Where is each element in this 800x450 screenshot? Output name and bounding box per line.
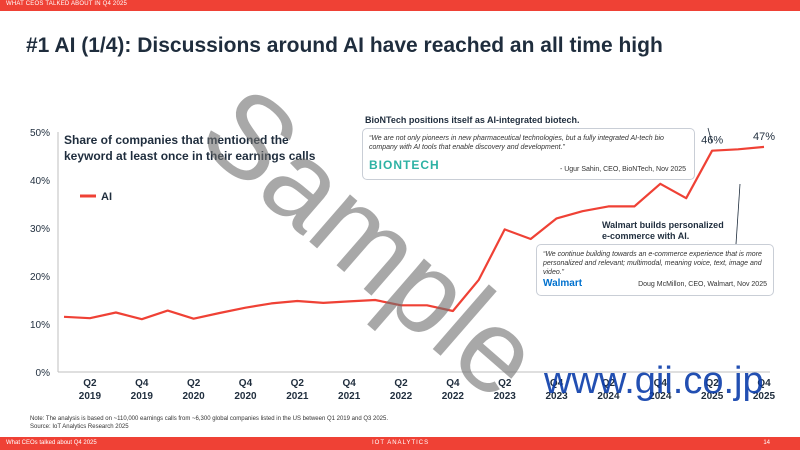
data-label: 46% <box>701 135 723 147</box>
callout-attribution-walmart: Doug McMillon, CEO, Walmart, Nov 2025 <box>638 281 767 288</box>
y-tick-label: 10% <box>30 320 50 331</box>
x-tick-label: 2023 <box>494 391 517 402</box>
y-tick-label: 50% <box>30 128 50 139</box>
x-tick-label: 2024 <box>649 391 672 402</box>
page-title: #1 AI (1/4): Discussions around AI have … <box>26 34 663 57</box>
callout-leader-walmart <box>735 183 741 245</box>
callout-box-biontech: “We are not only pioneers in new pharmac… <box>362 128 695 180</box>
legend-label-ai: AI <box>101 191 112 203</box>
x-tick-label: Q2 <box>498 378 512 389</box>
x-tick-label: Q4 <box>446 378 460 389</box>
footer-brand: IOT ANALYTICS <box>372 440 430 446</box>
x-tick-label: Q2 <box>705 378 719 389</box>
callout-leader-biontech <box>707 127 713 144</box>
x-tick-label: Q4 <box>550 378 564 389</box>
x-tick-label: 2023 <box>545 391 568 402</box>
x-tick-label: Q4 <box>135 378 149 389</box>
x-tick-label: Q4 <box>239 378 253 389</box>
banner-text: WHAT CEOS TALKED ABOUT IN Q4 2025 <box>6 1 128 7</box>
callout-title-walmart-line-1: Walmart builds personalized <box>602 220 724 230</box>
x-tick-label: 2020 <box>183 391 206 402</box>
x-tick-label: Q2 <box>187 378 201 389</box>
x-tick-label: Q2 <box>291 378 305 389</box>
y-tick-label: 40% <box>30 176 50 187</box>
x-tick-label: 2019 <box>79 391 102 402</box>
data-label: 47% <box>753 131 775 143</box>
x-tick-label: 2020 <box>234 391 257 402</box>
top-banner: WHAT CEOS TALKED ABOUT IN Q4 2025 <box>0 0 800 11</box>
y-tick-label: 30% <box>30 224 50 235</box>
x-axis: Q2 2019 Q4 2019 Q2 2020 Q4 2020 Q2 2021 Q4 2021 Q2 20… <box>58 371 776 402</box>
callout-title-biontech: BioNTech positions itself as AI-integrat… <box>365 115 580 125</box>
x-tick-label: 2021 <box>286 391 309 402</box>
series-ai <box>63 145 765 321</box>
callout-title-walmart: Walmart builds personalized e-commerce w… <box>602 220 724 242</box>
callout-title-walmart-line-2: e-commerce with AI. <box>602 231 690 241</box>
x-tick-label: 2022 <box>390 391 413 402</box>
callout-attribution-biontech: - Ugur Sahin, CEO, BioNTech, Nov 2025 <box>559 166 686 173</box>
callout-quote-biontech: “We are not only pioneers in new pharmac… <box>369 135 664 151</box>
callout-box-walmart: “We continue building towards an e-comme… <box>536 244 774 296</box>
footnote-source: Source: IoT Analytics Research 2025 <box>30 424 129 430</box>
footnote: Note: The analysis is based on ~110,000 … <box>30 415 388 431</box>
x-tick-label: 2022 <box>442 391 465 402</box>
x-tick-label: Q2 <box>83 378 97 389</box>
y-axis: 0% 10% 20% 30% 40% 50% <box>30 128 59 379</box>
x-tick-label: 2024 <box>597 391 620 402</box>
x-tick-label: 2021 <box>338 391 361 402</box>
footer-text: What CEOs talked about Q4 2025 <box>6 440 97 446</box>
page-number: 14 <box>763 440 770 446</box>
data-labels: 46% 47% <box>701 131 775 147</box>
footnote-note: Note: The analysis is based on ~110,000 … <box>30 416 389 422</box>
x-tick-label: 2019 <box>131 391 154 402</box>
x-tick-label: Q2 <box>602 378 616 389</box>
x-tick-label: Q2 <box>394 378 408 389</box>
walmart-logo: Walmart <box>543 278 583 289</box>
x-tick-label: Q4 <box>343 378 357 389</box>
x-tick-label: 2025 <box>753 391 776 402</box>
x-tick-label: Q4 <box>757 378 771 389</box>
chart-title-line-1: Share of companies that mentioned the <box>64 133 289 147</box>
chart-title-line-2: keyword at least once in their earnings … <box>64 149 316 163</box>
url-watermark: www.gii.co.jp <box>544 360 764 402</box>
x-tick-label: Q4 <box>654 378 668 389</box>
series-line-ai <box>63 145 765 321</box>
y-tick-label: 0% <box>36 368 51 379</box>
y-tick-label: 20% <box>30 272 50 283</box>
footer-bar: What CEOs talked about Q4 2025 IOT ANALY… <box>0 437 800 450</box>
callout-quote-walmart: “We continue building towards an e-comme… <box>543 251 762 276</box>
x-tick-label: 2025 <box>701 391 724 402</box>
biontech-logo: BIONTECH <box>369 158 440 172</box>
